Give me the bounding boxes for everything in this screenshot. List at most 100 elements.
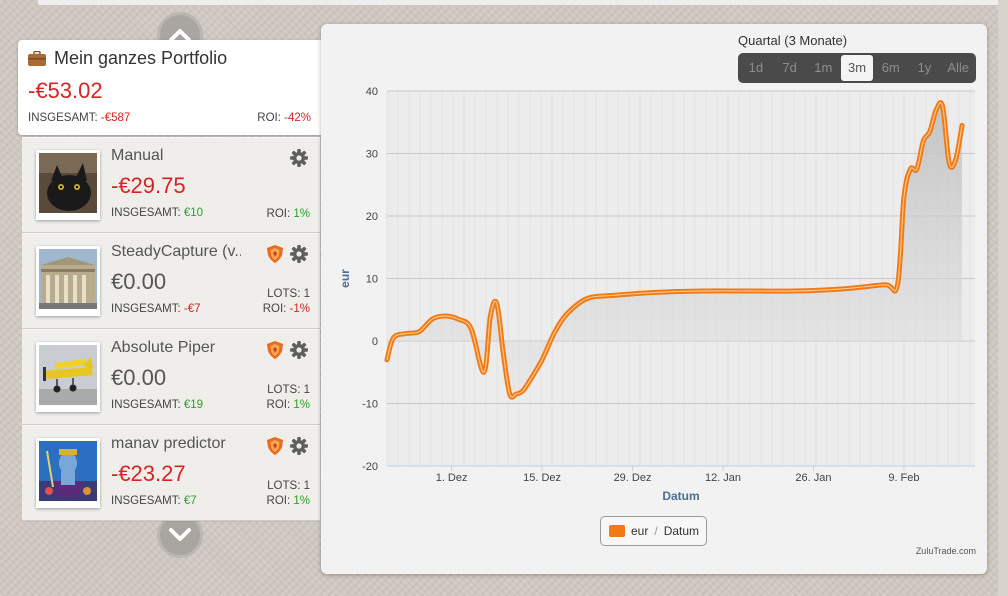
trader-name[interactable]: Manual: [111, 147, 164, 164]
trader-total: INSGESAMT: -€7: [111, 303, 200, 315]
trader-roi-label: ROI:: [266, 399, 291, 411]
trader-total-value: €7: [183, 495, 197, 507]
x-tick-label: 12. Jan: [705, 472, 741, 484]
trader-value: €0.00: [111, 269, 167, 294]
shield-icon[interactable]: [267, 245, 283, 263]
shield-icon[interactable]: [267, 341, 283, 359]
gear-icon[interactable]: [290, 437, 308, 455]
portfolio-total: INSGESAMT: -€587: [28, 112, 130, 124]
data-point: [555, 331, 556, 332]
data-point: [483, 372, 484, 373]
data-point: [794, 291, 795, 292]
data-point: [490, 316, 491, 317]
trader-item-absolute-piper[interactable]: Absolute Piper €0.00 INSGESAMT: €19 LOTS…: [22, 329, 320, 425]
data-point: [458, 319, 459, 320]
trader-total-label: INSGESAMT:: [111, 399, 181, 411]
data-point: [929, 131, 930, 132]
trader-total: INSGESAMT: €7: [111, 495, 197, 507]
portfolio-roi-value: -42%: [284, 112, 311, 124]
trader-stats: LOTS: 1 ROI: 1%: [267, 383, 310, 413]
trader-item-manual[interactable]: Manual -€29.75 INSGESAMT: €10 ROI: 1%: [22, 137, 320, 233]
top-strip: [38, 0, 998, 6]
gear-icon[interactable]: [290, 245, 308, 263]
trader-lots-label: LOTS:: [267, 288, 301, 300]
right-edge: [998, 0, 1008, 596]
trader-item-manav-predictor[interactable]: manav predictor -€23.27 INSGESAMT: €7 LO…: [22, 425, 320, 521]
range-button-3m[interactable]: 3m: [841, 55, 873, 81]
trader-roi-value: -1%: [289, 303, 310, 315]
portfolio-summary[interactable]: Mein ganzes Portfolio -€53.02 INSGESAMT:…: [18, 40, 333, 135]
portfolio-total-value: -€587: [100, 112, 131, 124]
trader-lots-label: LOTS:: [267, 480, 301, 492]
range-button-7d[interactable]: 7d: [782, 60, 797, 75]
trader-total-value: -€7: [183, 303, 201, 315]
data-point: [529, 381, 530, 382]
trader-lots-label: LOTS:: [267, 384, 301, 396]
data-point: [703, 291, 704, 292]
x-axis-title: Datum: [662, 489, 699, 503]
trader-list: Manual -€29.75 INSGESAMT: €10 ROI: 1%: [22, 137, 320, 521]
data-point: [432, 319, 433, 320]
data-point: [522, 391, 523, 392]
legend-series: eur: [631, 524, 649, 538]
credit[interactable]: ZuluTrade.com: [915, 546, 976, 556]
x-tick-label: 15. Dez: [523, 472, 561, 484]
shield-icon[interactable]: [267, 437, 283, 455]
range-button-1m[interactable]: 1m: [814, 60, 833, 75]
briefcase-icon: [28, 51, 46, 66]
trader-lots-value: 1: [303, 288, 310, 300]
range-button-6m[interactable]: 6m: [881, 60, 900, 75]
data-point: [516, 394, 517, 395]
y-tick-label: 30: [366, 149, 378, 161]
chart-legend[interactable]: eur / Datum: [600, 516, 707, 546]
data-point: [839, 289, 840, 290]
trader-lots: LOTS: 1: [267, 383, 310, 398]
trader-name[interactable]: manav predictor: [111, 435, 226, 452]
portfolio-roi-label: ROI:: [257, 112, 281, 124]
x-tick-label: 1. Dez: [436, 472, 468, 484]
data-point: [949, 162, 950, 163]
range-selector: 1d 7d 1m 3m 6m 1y Alle: [738, 53, 976, 83]
range-button-1d[interactable]: 1d: [748, 60, 764, 75]
trader-roi: ROI: 1%: [267, 398, 310, 413]
x-tick-label: 9. Feb: [888, 472, 919, 484]
y-tick-label: 10: [366, 274, 378, 286]
airplane-photo-icon: [39, 345, 97, 405]
gear-icon[interactable]: [290, 341, 308, 359]
trader-lots: LOTS: 1: [267, 479, 310, 494]
data-point: [509, 394, 510, 395]
data-point: [419, 331, 420, 332]
portfolio-title-row: Mein ganzes Portfolio: [28, 48, 311, 69]
chart-panel: Quartal (3 Monate) 1d 7d 1m 3m 6m 1y Alle -20-…: [321, 24, 987, 574]
data-point: [748, 291, 749, 292]
gear-icon[interactable]: [290, 149, 308, 167]
cat-photo-icon: [39, 153, 97, 213]
trader-value: €0.00: [111, 365, 167, 390]
chart-svg: -20 -10 0 10 20 30 40 1. Dez 15. Dez 29. Dez 12. J…: [338, 86, 975, 503]
trader-name[interactable]: Absolute Piper: [111, 339, 216, 356]
data-point: [903, 197, 904, 198]
trader-stats: LOTS: 1 ROI: -1%: [263, 287, 310, 317]
range-label: Quartal (3 Monate): [738, 33, 848, 48]
legend-separator: /: [654, 524, 658, 538]
chevron-down-icon: [169, 528, 191, 541]
series-area: [387, 102, 963, 398]
trader-item-steadycapture[interactable]: SteadyCapture (v... €0.00 INSGESAMT: -€7…: [22, 233, 320, 329]
trader-value: -€29.75: [111, 173, 186, 198]
trader-avatar: [36, 246, 100, 316]
range-button-alle[interactable]: Alle: [947, 60, 970, 75]
data-point: [897, 284, 898, 285]
trader-total: INSGESAMT: €19: [111, 399, 203, 411]
data-point: [910, 169, 911, 170]
data-point: [942, 106, 943, 107]
y-tick-label: -20: [362, 461, 378, 473]
trader-avatar: [36, 438, 100, 508]
chevron-up-icon: [169, 29, 191, 42]
trader-name[interactable]: SteadyCapture (v...: [111, 243, 241, 260]
deity-image-icon: [39, 441, 97, 501]
legend-axis: Datum: [663, 524, 700, 538]
trader-total-label: INSGESAMT:: [111, 495, 181, 507]
data-point: [613, 295, 614, 296]
range-button-1y[interactable]: 1y: [917, 60, 932, 75]
portfolio-footer: INSGESAMT: -€587 ROI: -42%: [28, 112, 311, 124]
